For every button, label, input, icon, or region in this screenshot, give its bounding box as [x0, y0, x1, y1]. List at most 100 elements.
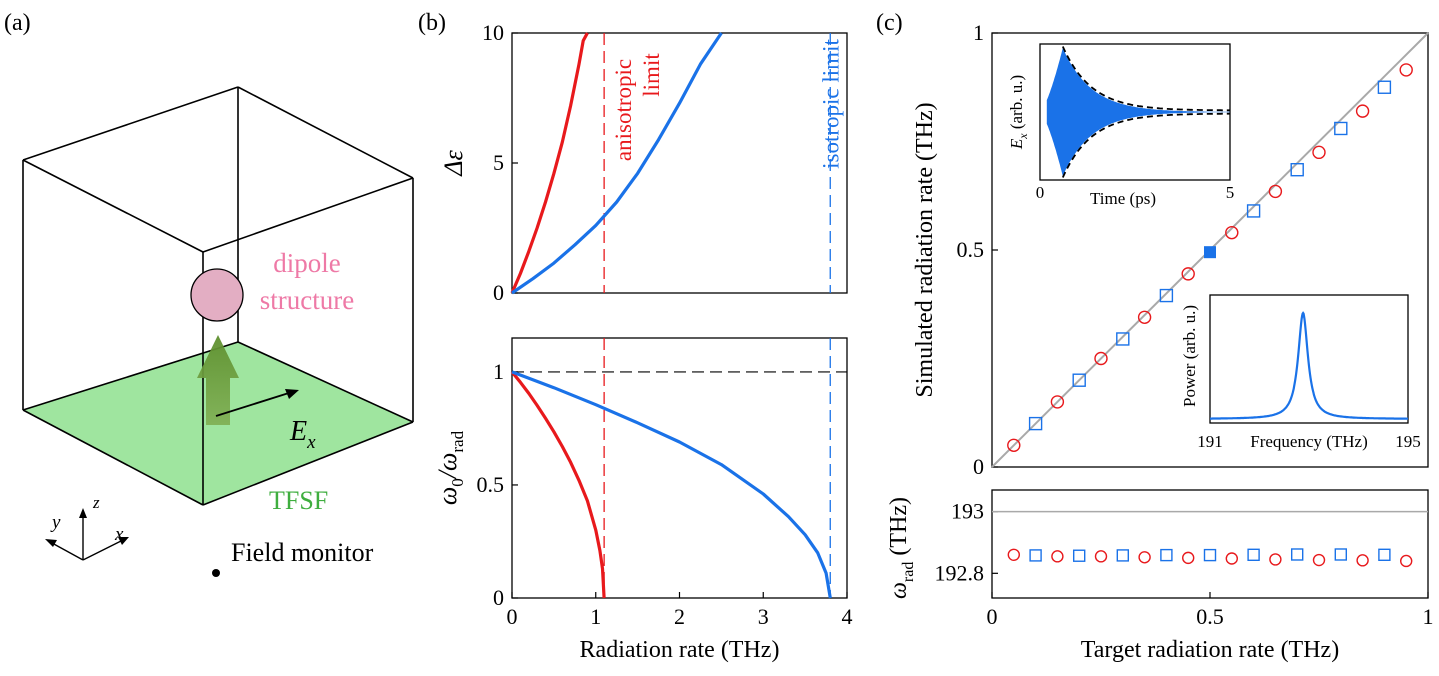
axis-x-label: x: [114, 524, 124, 545]
data-point: [1007, 438, 1021, 452]
y-tick-label: 0.5: [477, 472, 505, 497]
data-point: [1203, 548, 1217, 562]
data-point: [1072, 373, 1086, 387]
data-point: [1312, 145, 1326, 160]
x-axis-label: Target radiation rate (THz): [1081, 637, 1339, 663]
panel-b-label: (b): [418, 10, 446, 36]
chart-b-bottom: 0 0.5 1 0 1 2 3 4 ω0/ωrad Radiation rate (THz): [433, 337, 853, 663]
axis-z-label: z: [92, 493, 100, 512]
decay-envelope-top: [1061, 46, 1230, 112]
data-point: [1268, 184, 1283, 199]
chart-c-inset-time: 0 5 Time (ps) Ex (arb. u.): [1007, 43, 1235, 208]
data-point: [1094, 351, 1108, 366]
x-tick-label: 0: [1036, 183, 1045, 202]
chart-c-inset-freq: 191 195 Frequency (THz) Power (arb. u.): [1180, 294, 1421, 451]
monitor-dot: [212, 569, 220, 577]
data-point: [1269, 553, 1282, 566]
y-axis-label: Simulated radiation rate (THz): [912, 102, 938, 397]
y-tick-label: 10: [482, 20, 504, 45]
panel-a-label: (a): [4, 10, 31, 36]
axis-y-label: y: [50, 512, 61, 533]
data-point: [1181, 551, 1195, 565]
x-tick-label: 2: [674, 604, 685, 629]
data-point: [1377, 80, 1392, 94]
x-axis-label: Frequency (THz): [1250, 432, 1368, 451]
data-point: [1246, 204, 1261, 218]
plot-frame: [991, 489, 1429, 599]
data-point: [1007, 548, 1020, 561]
data-point: [1137, 310, 1152, 324]
structure-label: structure: [260, 285, 354, 315]
inset-frame: [1209, 294, 1409, 424]
y-tick-label: 5: [493, 150, 504, 175]
data-point: [1334, 121, 1348, 136]
isotropic-limit-label: isotropic limit: [818, 39, 843, 169]
data-point: [1029, 549, 1042, 562]
data-point: [1072, 549, 1086, 562]
chart-b-top: 0 5 10 anisotropic limit isotropic limit Δε: [439, 20, 848, 305]
data-point: [1138, 551, 1151, 564]
data-point: [1050, 395, 1065, 409]
data-point: [1094, 550, 1108, 563]
curve-red: [510, 32, 589, 294]
y-tick-label: 0: [493, 585, 504, 610]
y-tick-label: 0: [493, 280, 504, 305]
data-point: [1116, 332, 1130, 346]
decay-envelope-bottom: [1061, 112, 1230, 178]
field-label: Ex: [289, 416, 316, 453]
source-arrow: [197, 335, 239, 425]
data-point: [1334, 548, 1348, 561]
y-tick-label: 1: [493, 359, 504, 384]
dipole-sphere: [190, 268, 244, 322]
tfsf-label: TFSF: [269, 486, 328, 515]
ringdown-signal: [1046, 48, 1230, 176]
x-tick-label: 4: [842, 604, 853, 629]
y-tick-label: 0: [973, 454, 984, 479]
data-point: [1051, 550, 1064, 563]
x-axis-label: Time (ps): [1090, 189, 1156, 208]
y-tick-label: 1: [973, 20, 984, 45]
data-point: [1312, 553, 1326, 567]
data-point: [1028, 416, 1043, 431]
x-tick-label: 1: [1423, 604, 1434, 629]
x-tick-label: 0: [987, 604, 998, 629]
y-axis-label: Δε: [439, 149, 468, 176]
x-axis-label: Radiation rate (THz): [580, 637, 780, 663]
x-tick-label: 1: [590, 604, 601, 629]
y-axis-label: Ex (arb. u.): [1007, 75, 1030, 150]
simulation-box: [22, 86, 414, 506]
anisotropic-limit-label-2: limit: [639, 53, 664, 97]
curve-blue: [511, 370, 832, 599]
panel-c-label: (c): [876, 10, 903, 36]
y-tick-label: 0.5: [957, 237, 985, 262]
data-point: [1356, 554, 1369, 567]
data-point: [1290, 163, 1304, 177]
data-point: [1160, 548, 1173, 562]
x-tick-label: 195: [1395, 432, 1421, 451]
y-tick-label: 193: [951, 499, 984, 524]
x-tick-label: 0: [507, 604, 518, 629]
y-axis-label: ωrad (THz): [886, 497, 917, 599]
data-point: [1181, 267, 1195, 281]
data-point: [1159, 288, 1174, 303]
data-point: [1399, 554, 1413, 568]
chart-c-bottom: 193 192.80 0.5 1 ωrad (THz) Target radiation …: [886, 489, 1434, 663]
data-point-highlight: [1204, 246, 1216, 259]
y-axis-label: Power (arb. u.): [1180, 305, 1199, 407]
curve-blue: [511, 32, 723, 295]
x-tick-label: 0.5: [1196, 604, 1224, 629]
x-tick-label: 191: [1197, 432, 1223, 451]
chart-c-main: 0 0.5 1 Simulated radiation rate (THz): [912, 20, 1429, 479]
dipole-label: dipole: [273, 248, 341, 278]
data-point: [1290, 548, 1304, 561]
data-point: [1355, 104, 1370, 118]
y-tick-label: 192.8: [935, 560, 985, 585]
data-point: [1116, 549, 1130, 562]
data-point: [1378, 548, 1391, 561]
data-point: [1399, 63, 1413, 77]
x-tick-label: 5: [1226, 183, 1235, 202]
field-arrow: [215, 389, 299, 417]
data-point: [1225, 225, 1239, 240]
curve-red: [510, 370, 606, 599]
